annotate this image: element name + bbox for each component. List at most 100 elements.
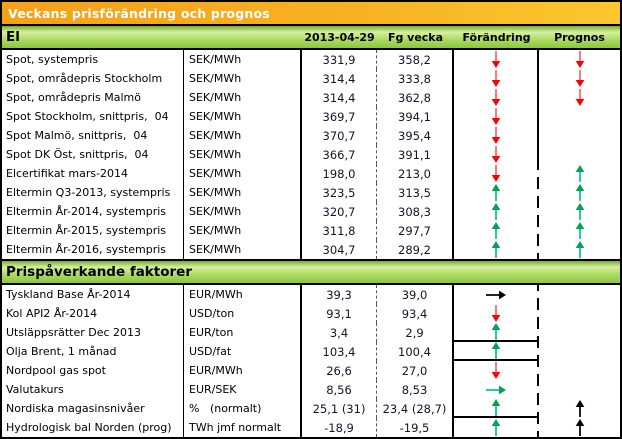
row-label: Eltermin År-2015, systempris [2,221,184,240]
table-row: Tyskland Base År-2014 EUR/MWh 39,3 39,0 [2,285,620,304]
table-row: Olja Brent, 1 månad USD/fat 103,4 100,4 [2,342,620,361]
row-label: Utsläppsrätter Dec 2013 [2,323,184,342]
section-title-faktorer: Prispåverkande faktorer [6,264,192,280]
row-label: Eltermin Q3-2013, systempris [2,183,184,202]
arrow-green-up-icon [491,399,500,416]
table-row: Hydrologisk bal Norden (prog) TWh jmf no… [2,418,620,437]
change-arrow-cell [454,221,539,240]
table-row: Kol API2 År-2014 USD/ton 93,1 93,4 [2,304,620,323]
table-title: Veckans prisförändring och prognos [8,5,270,21]
change-arrow-cell [454,126,539,145]
change-arrow-cell [454,107,539,126]
row-label: Kol API2 År-2014 [2,304,184,323]
previous-value: 8,53 [377,380,454,399]
current-value: 331,9 [302,50,377,69]
current-value: 369,7 [302,107,377,126]
row-label: Nordiska magasinsnivåer [2,399,184,418]
forecast-arrow-cell [539,183,620,202]
previous-value: 395,4 [377,126,454,145]
table-row: Utsläppsrätter Dec 2013 EUR/ton 3,4 2,9 [2,323,620,342]
current-value: 39,3 [302,285,377,304]
arrow-green-up-icon [491,323,500,340]
current-value: -18,9 [302,418,377,437]
previous-value: 27,0 [377,361,454,380]
previous-value: 289,2 [377,240,454,259]
arrow-red-down-icon [491,362,500,379]
forecast-arrow-cell [539,88,620,107]
change-arrow-cell [454,323,539,342]
row-unit: SEK/MWh [184,183,302,202]
forecast-arrow-cell [539,342,620,361]
arrow-black-up-icon [575,419,584,436]
current-value: 311,8 [302,221,377,240]
current-value: 314,4 [302,88,377,107]
forecast-arrow-cell [539,69,620,88]
forecast-arrow-cell [539,164,620,183]
row-label: Valutakurs [2,380,184,399]
previous-value: 333,8 [377,69,454,88]
change-arrow-cell [454,164,539,183]
table-row: Eltermin År-2015, systempris SEK/MWh 311… [2,221,620,240]
previous-value: 39,0 [377,285,454,304]
arrow-green-up-icon [575,241,584,258]
change-arrow-cell [454,240,539,259]
current-value: 314,4 [302,69,377,88]
row-unit: TWh jmf normalt [184,418,302,437]
arrow-green-up-icon [575,165,584,182]
change-arrow-cell [454,304,539,323]
forecast-arrow-cell [539,304,620,323]
arrow-black-up-icon [575,400,584,417]
row-unit: EUR/SEK [184,380,302,399]
change-arrow-cell [454,183,539,202]
table-row: Spot Stockholm, snittpris, 04 SEK/MWh 36… [2,107,620,126]
change-arrow-cell [454,418,539,437]
previous-value: 394,1 [377,107,454,126]
row-label: Hydrologisk bal Norden (prog) [2,418,184,437]
table-row: Eltermin Q3-2013, systempris SEK/MWh 323… [2,183,620,202]
row-unit: USD/fat [184,342,302,361]
row-unit: EUR/ton [184,323,302,342]
row-label: Tyskland Base År-2014 [2,285,184,304]
table-row: Spot DK Öst, snittpris, 04 SEK/MWh 366,7… [2,145,620,164]
arrow-red-down-icon [491,146,500,163]
row-unit: SEK/MWh [184,145,302,164]
column-header-prev-week: Fg vecka [387,30,444,44]
row-label: Spot Malmö, snittpris, 04 [2,126,184,145]
table-row: Spot Malmö, snittpris, 04 SEK/MWh 370,7 … [2,126,620,145]
arrow-red-down-icon [491,305,500,322]
table-row: Eltermin År-2014, systempris SEK/MWh 320… [2,202,620,221]
row-label: Spot DK Öst, snittpris, 04 [2,145,184,164]
arrow-green-up-icon [491,342,500,359]
row-unit: SEK/MWh [184,88,302,107]
row-unit: USD/ton [184,304,302,323]
previous-value: 213,0 [377,164,454,183]
previous-value: 362,8 [377,88,454,107]
table-row: Spot, områdepris Malmö SEK/MWh 314,4 362… [2,88,620,107]
change-arrow-cell [454,285,539,304]
previous-value: 358,2 [377,50,454,69]
current-value: 25,1 (31) [302,399,377,418]
row-label: Olja Brent, 1 månad [2,342,184,361]
previous-value: -19,5 [377,418,454,437]
previous-value: 313,5 [377,183,454,202]
previous-value: 23,4 (28,7) [377,399,454,418]
previous-value: 391,1 [377,145,454,164]
table-row: Valutakurs EUR/SEK 8,56 8,53 [2,380,620,399]
arrow-green-up-icon [491,184,500,201]
table-row: Eltermin År-2016, systempris SEK/MWh 304… [2,240,620,259]
current-value: 323,5 [302,183,377,202]
row-unit: SEK/MWh [184,164,302,183]
arrow-red-down-icon [491,70,500,87]
arrow-green-up-icon [575,222,584,239]
table-row: Nordpool gas spot EUR/MWh 26,6 27,0 [2,361,620,380]
forecast-arrow-cell [539,107,620,126]
change-arrow-cell [454,69,539,88]
section-header-faktorer: Prispåverkande faktorer [2,259,620,285]
current-value: 320,7 [302,202,377,221]
change-arrow-cell [454,50,539,69]
forecast-arrow-cell [539,126,620,145]
forecast-arrow-cell [539,399,620,418]
current-value: 3,4 [302,323,377,342]
arrow-red-down-icon [491,89,500,106]
arrow-black-right-icon [485,290,506,299]
